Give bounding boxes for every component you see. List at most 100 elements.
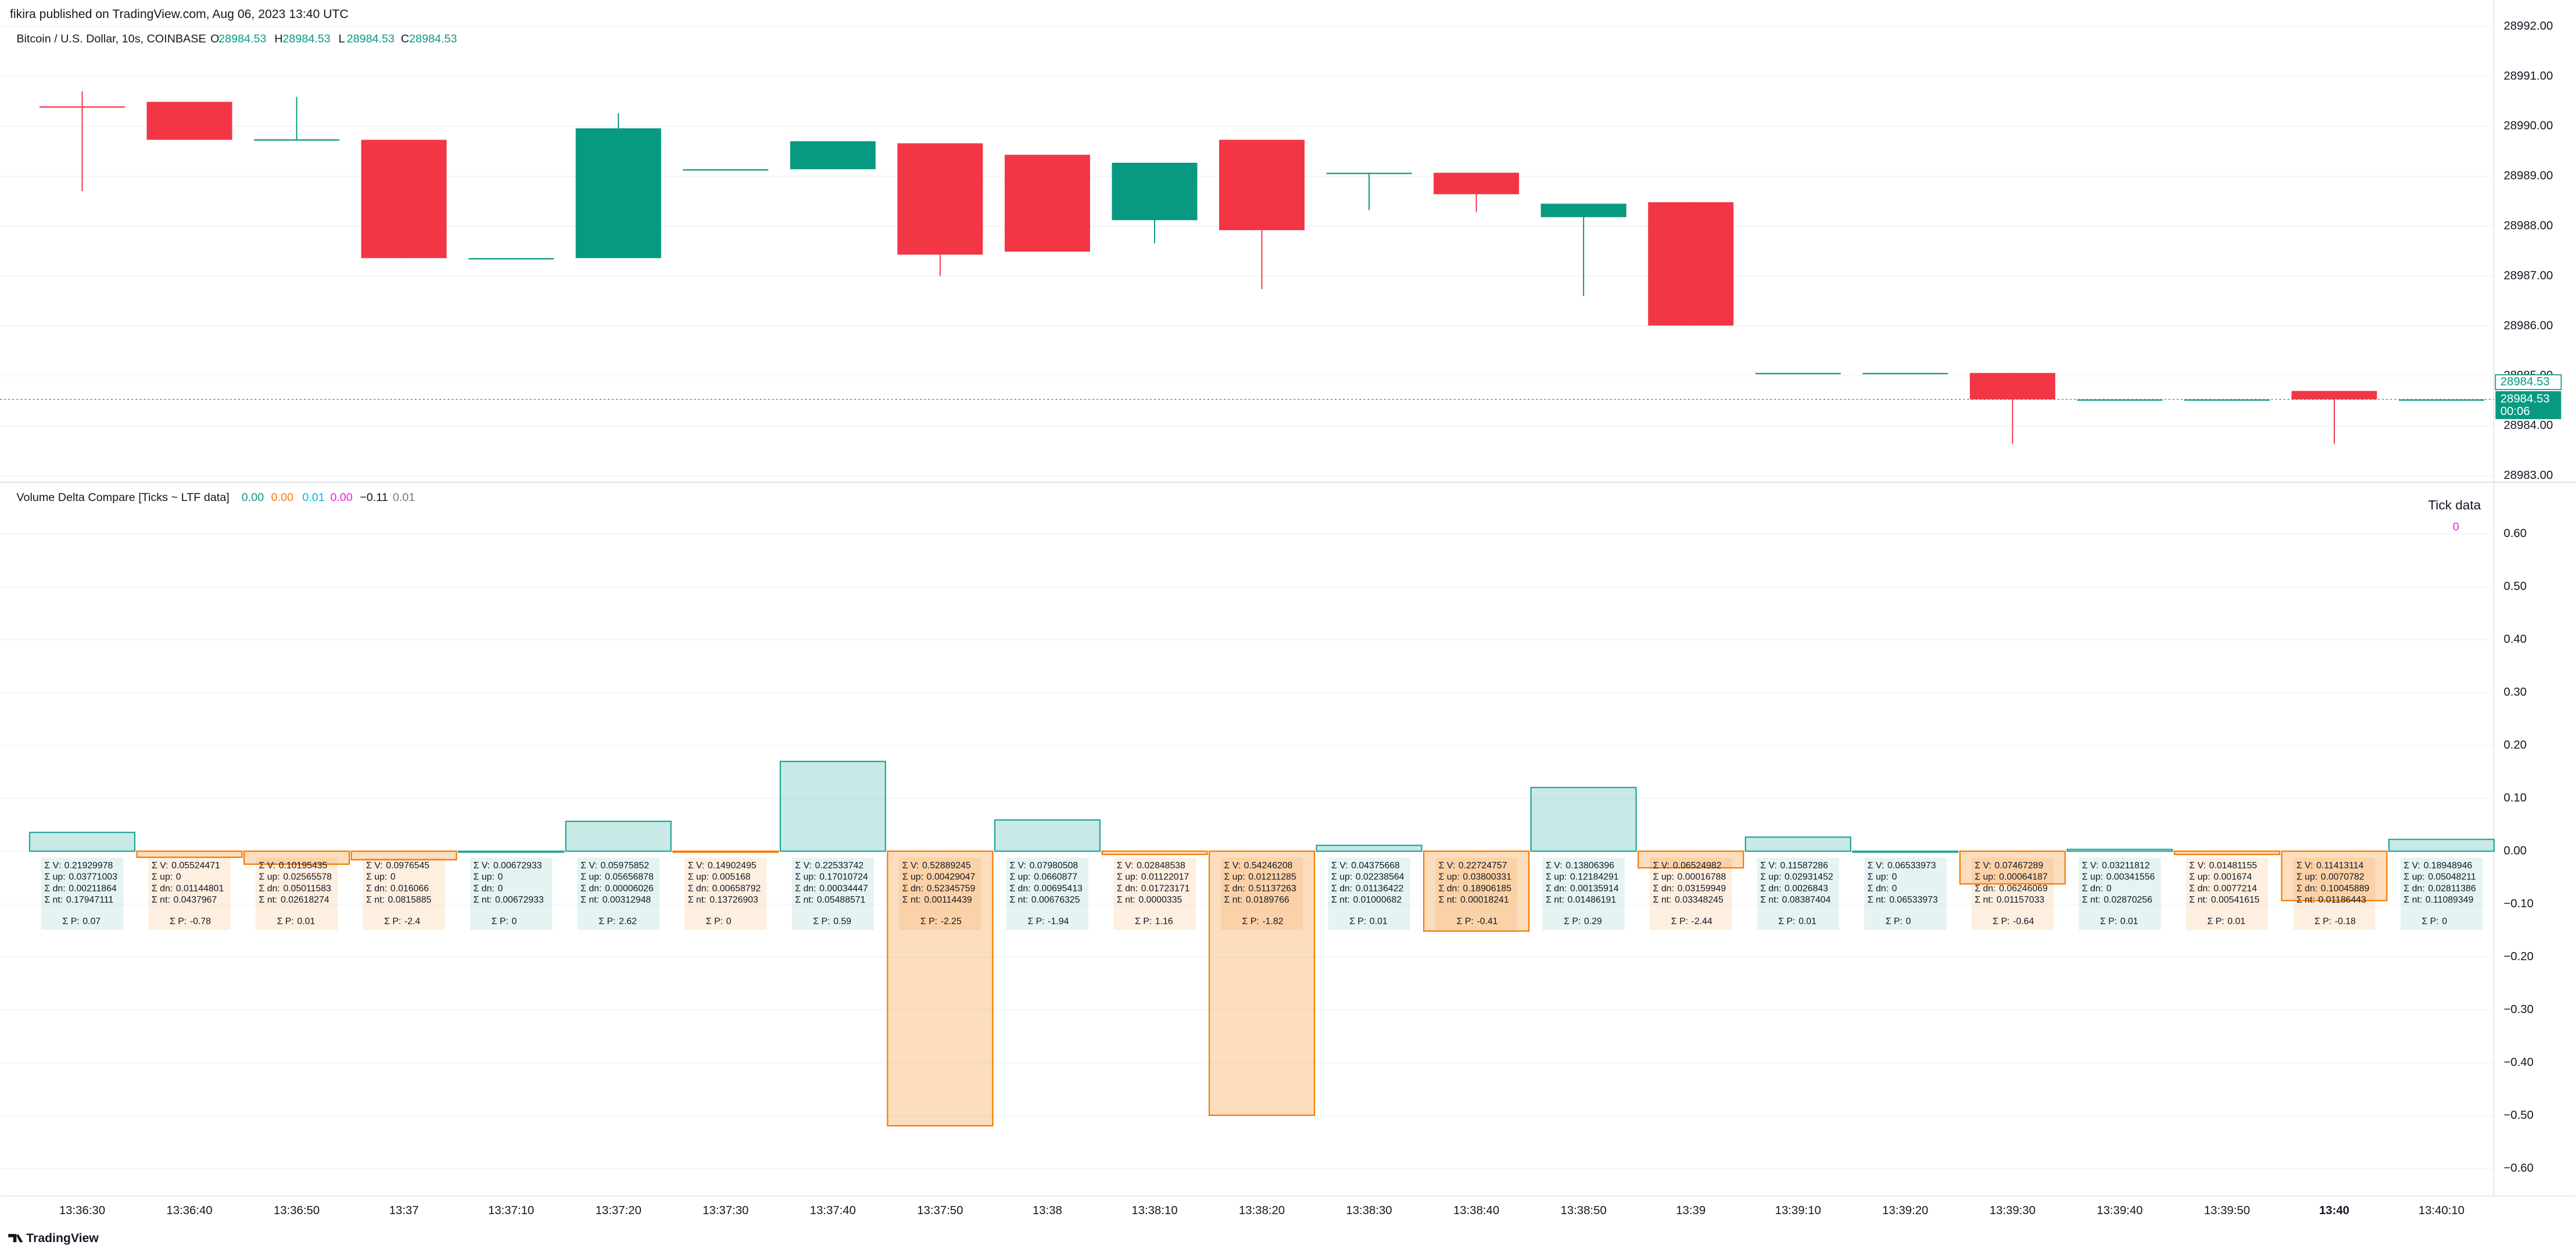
summary-line: Σ nt: 0.00114439 — [902, 895, 972, 905]
summary-value: 0.13806396 — [1565, 861, 1614, 871]
delta-bar — [1101, 850, 1208, 856]
summary-key: Σ nt: — [366, 895, 385, 905]
summary-key: Σ P: — [706, 917, 723, 926]
summary-key: Σ P: — [1349, 917, 1366, 926]
summary-box — [1220, 857, 1303, 931]
summary-key: Σ P: — [1457, 917, 1474, 926]
summary-value: 0 — [390, 872, 396, 882]
summary-line: Σ V: 0.04375668 — [1331, 861, 1400, 871]
summary-key: Σ up: — [1009, 872, 1030, 882]
summary-key: Σ dn: — [1439, 884, 1460, 894]
summary-value: 0.08387404 — [1782, 895, 1831, 905]
summary-line: Σ V: 0.52889245 — [902, 861, 971, 871]
summary-line: Σ nt: 0.05488571 — [795, 895, 865, 905]
summary-line: Σ dn: 0.18906185 — [1439, 884, 1512, 894]
summary-key: Σ nt: — [152, 895, 170, 905]
summary-key: Σ up: — [902, 872, 923, 882]
summary-value: 0.03211812 — [2102, 861, 2149, 871]
summary-line: Σ V: 0.02848538 — [1117, 861, 1185, 871]
summary-key: Σ nt: — [2082, 895, 2101, 905]
summary-key: Σ dn: — [2404, 884, 2425, 894]
summary-value: 0.14902495 — [708, 861, 757, 871]
summary-line: Σ nt: 0.13726903 — [688, 895, 758, 905]
summary-key: Σ P: — [492, 917, 508, 926]
candle-body — [1755, 373, 1841, 374]
summary-line: Σ nt: 0.17947111 — [44, 895, 113, 905]
summary-box — [1864, 857, 1947, 931]
summary-line: Σ dn: 0.05011583 — [259, 884, 331, 894]
summary-line: Σ V: 0.54246208 — [1224, 861, 1292, 871]
summary-box — [1757, 857, 1839, 931]
summary-value: 0.016066 — [390, 884, 429, 894]
summary-box — [791, 857, 874, 931]
summary-key: Σ V: — [366, 861, 383, 871]
summary-line: Σ nt: 0.02870256 — [2082, 895, 2152, 905]
summary-value: 0.00658792 — [712, 884, 761, 894]
summary-line: Σ dn: 0 — [2082, 884, 2112, 894]
time-label: 13:40:10 — [2419, 1204, 2464, 1217]
summary-value: 0.00034447 — [819, 884, 868, 894]
summary-line: Σ dn: 0.00135914 — [1546, 884, 1619, 894]
summary-value: 0.00695413 — [1034, 884, 1083, 894]
summary-p: Σ P: -0.41 — [1457, 917, 1498, 926]
summary-key: Σ nt: — [2404, 895, 2423, 905]
summary-key: Σ V: — [1653, 861, 1670, 871]
time-label: 13:39:10 — [1775, 1204, 1821, 1217]
price-tick-label: 28990.00 — [2504, 120, 2553, 133]
delta-bar — [458, 850, 565, 853]
summary-value: 0.05048211 — [2428, 872, 2476, 882]
summary-value: 0.17947111 — [66, 895, 113, 905]
summary-box — [148, 857, 231, 931]
price-tick-label: 28989.00 — [2504, 170, 2553, 183]
summary-key: Σ up: — [1117, 872, 1138, 882]
price-tick-label: 28986.00 — [2504, 319, 2553, 332]
summary-line: Σ up: 0.03800331 — [1439, 872, 1512, 882]
summary-line: Σ V: 0.21929978 — [44, 861, 113, 871]
time-label: 13:37:10 — [488, 1204, 534, 1217]
indicator-legend-value: 0.01 — [302, 491, 324, 504]
summary-value: -0.78 — [190, 917, 211, 926]
summary-key: Σ up: — [2404, 872, 2425, 882]
summary-value: 0.00341556 — [2106, 872, 2155, 882]
summary-value: 0.03348245 — [1675, 895, 1724, 905]
summary-line: Σ up: 0.001674 — [2189, 872, 2252, 882]
summary-key: Σ nt: — [1760, 895, 1779, 905]
summary-p: Σ P: -0.18 — [2315, 917, 2356, 926]
summary-value: 0.17010724 — [819, 872, 868, 882]
summary-key: Σ V: — [2296, 861, 2313, 871]
summary-key: Σ V: — [1546, 861, 1563, 871]
price-tick-label: 28988.00 — [2504, 220, 2553, 232]
summary-value: 0.00676325 — [1031, 895, 1080, 905]
summary-line: Σ nt: 0.0437967 — [152, 895, 217, 905]
summary-p: Σ P: -0.78 — [170, 917, 211, 926]
summary-key: Σ P: — [2422, 917, 2439, 926]
summary-key: Σ V: — [1439, 861, 1456, 871]
summary-line: Σ dn: 0.10045889 — [2296, 884, 2370, 894]
summary-value: 0 — [512, 917, 517, 926]
delta-bar — [1959, 850, 2066, 885]
summary-box — [363, 857, 445, 931]
summary-line: Σ V: 0.22533742 — [795, 861, 864, 871]
summary-value: 0.06524982 — [1673, 861, 1722, 871]
summary-box — [1650, 857, 1732, 931]
summary-key: Σ P: — [2315, 917, 2331, 926]
price-label — [2495, 391, 2561, 420]
summary-value: 0.01 — [2120, 917, 2138, 926]
summary-value: 0.05488571 — [817, 895, 866, 905]
summary-key: Σ V: — [795, 861, 812, 871]
candle-body — [897, 143, 983, 255]
indicator-tick-label: −0.30 — [2504, 1003, 2534, 1016]
candle-body — [2291, 391, 2377, 400]
summary-value: 0.01122017 — [1141, 872, 1189, 882]
summary-line: Σ up: 0.0660877 — [1009, 872, 1077, 882]
summary-key: Σ up: — [366, 872, 387, 882]
summary-value: 0.00672933 — [493, 861, 542, 871]
delta-bar — [565, 820, 672, 852]
summary-p: Σ P: -2.4 — [384, 917, 420, 926]
summary-line: Σ up: 0.005168 — [688, 872, 751, 882]
ohlc-key: L — [338, 33, 345, 45]
summary-value: 0.005168 — [712, 872, 751, 882]
indicator-legend-value: −0.11 — [360, 491, 388, 504]
candle-body — [575, 128, 661, 259]
